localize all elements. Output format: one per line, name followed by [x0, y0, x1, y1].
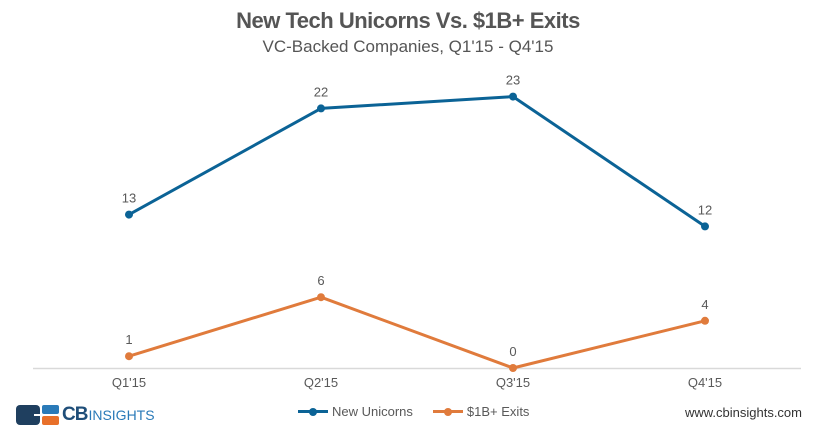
logo-text-insights: INSIGHTS [88, 407, 155, 423]
chart-title: New Tech Unicorns Vs. $1B+ Exits [236, 8, 580, 33]
series-new-unicorns: 13 22 23 12 [122, 73, 712, 231]
data-label-1b-exits: 4 [701, 297, 708, 312]
series-line-1b-exits [128, 295, 706, 370]
data-label-1b-exits: 1 [125, 332, 132, 347]
data-point-new-unicorns[interactable] [701, 222, 709, 231]
x-tick-label: Q2'15 [304, 375, 338, 390]
data-label-1b-exits: 6 [317, 273, 324, 288]
data-point-1b-exits[interactable] [701, 316, 709, 325]
legend-swatch-new-unicorns [298, 407, 328, 416]
legend-swatch-exits [432, 407, 463, 416]
data-point-new-unicorns[interactable] [509, 92, 517, 101]
x-tick-label: Q3'15 [496, 375, 530, 390]
data-point-1b-exits[interactable] [317, 293, 325, 302]
data-point-new-unicorns[interactable] [317, 104, 325, 113]
data-point-1b-exits[interactable] [509, 364, 517, 372]
data-label-new-unicorns: 12 [698, 202, 712, 217]
data-label-1b-exits: 0 [509, 344, 516, 359]
cb-insights-logo: CB INSIGHTS [16, 404, 155, 426]
data-point-1b-exits[interactable] [125, 352, 133, 361]
cb-insights-logo-icon [16, 405, 59, 425]
x-tick-label: Q4'15 [688, 375, 722, 390]
legend-label-exits: $1B+ Exits [466, 404, 530, 419]
logo-text-cb: CB [62, 404, 88, 425]
legend-item-new-unicorns[interactable]: New Unicorns [298, 404, 413, 419]
x-tick-label: Q1'15 [112, 375, 146, 390]
series-line-new-unicorns [128, 95, 706, 228]
data-label-new-unicorns: 22 [314, 84, 328, 99]
data-label-new-unicorns: 23 [506, 73, 520, 88]
data-point-new-unicorns[interactable] [125, 210, 133, 219]
legend-label-new-unicorns: New Unicorns [332, 404, 413, 419]
data-label-new-unicorns: 13 [122, 191, 136, 206]
source-url: www.cbinsights.com [684, 405, 802, 420]
chart-legend: New Unicorns $1B+ Exits [298, 404, 549, 419]
legend-item-exits[interactable]: $1B+ Exits [432, 404, 530, 419]
chart-subtitle: VC-Backed Companies, Q1'15 - Q4'15 [262, 37, 554, 56]
